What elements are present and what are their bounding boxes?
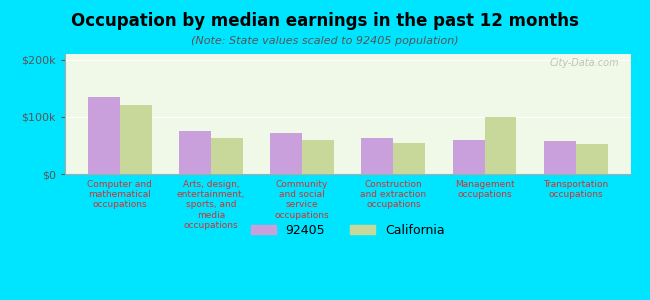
Text: Occupation by median earnings in the past 12 months: Occupation by median earnings in the pas… [71, 12, 579, 30]
Bar [576, 144, 608, 174]
Bar [302, 140, 334, 174]
Legend: 92405, California: 92405, California [246, 219, 450, 242]
Bar [452, 140, 484, 174]
Text: City-Data.com: City-Data.com [549, 58, 619, 68]
Bar [211, 138, 243, 174]
Bar [393, 142, 425, 174]
Bar [270, 133, 302, 174]
Bar [120, 105, 151, 174]
Bar [88, 97, 120, 174]
Text: (Note: State values scaled to 92405 population): (Note: State values scaled to 92405 popu… [191, 36, 459, 46]
Bar [361, 138, 393, 174]
Bar [179, 131, 211, 174]
Bar [484, 117, 517, 174]
Bar [544, 141, 576, 174]
